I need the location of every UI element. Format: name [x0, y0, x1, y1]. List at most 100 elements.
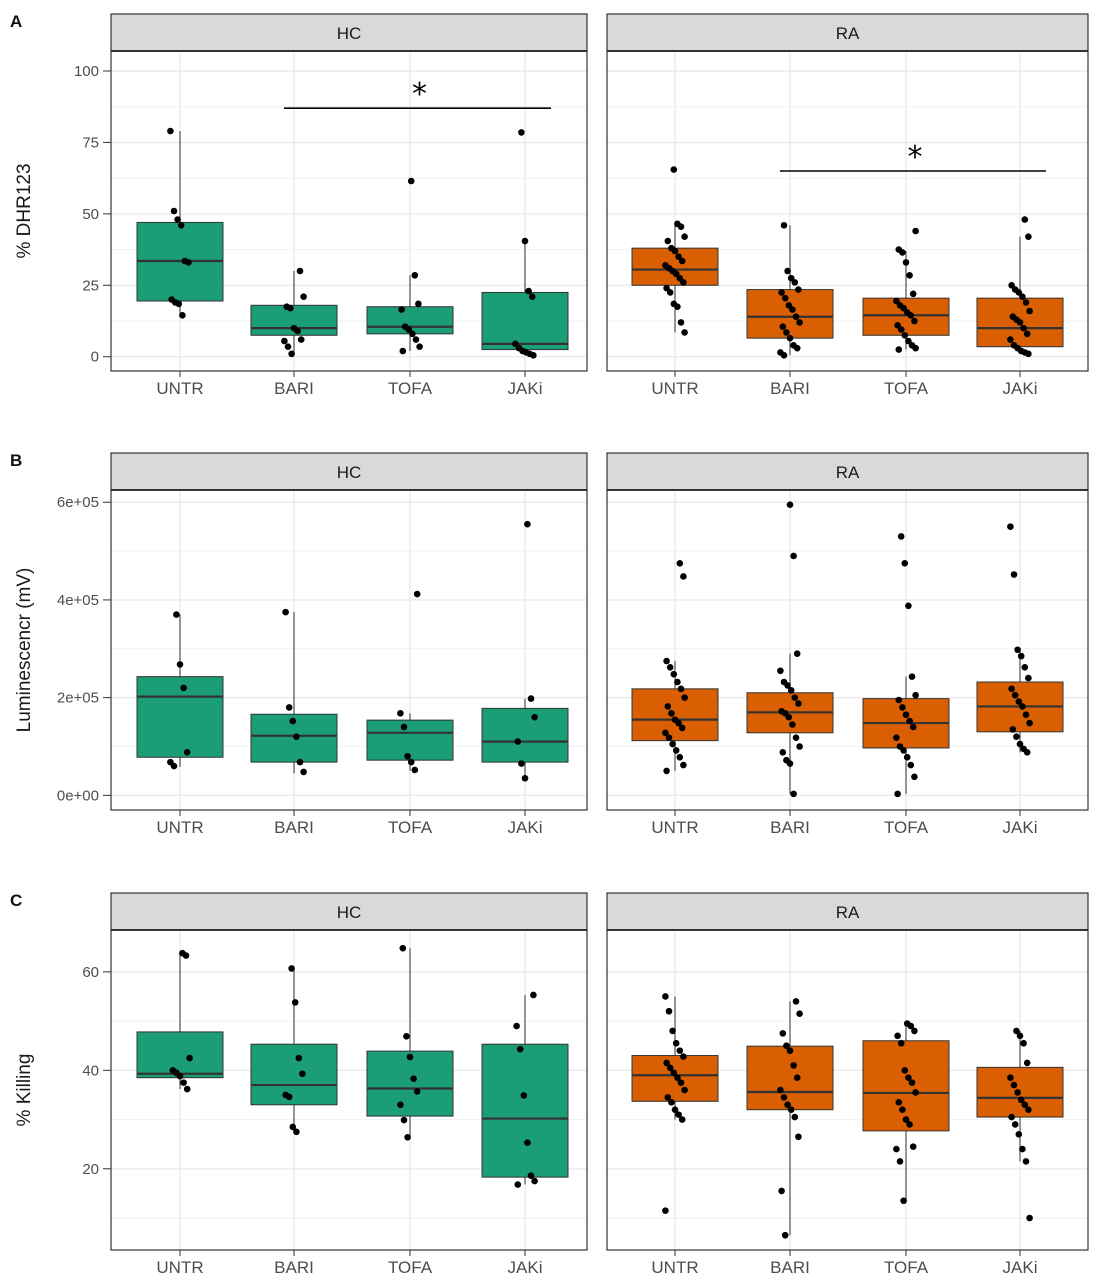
data-point [792, 998, 800, 1005]
data-point [1023, 330, 1031, 338]
data-point [413, 1088, 421, 1095]
data-point [524, 1139, 531, 1146]
x-tick-label: TOFA [388, 818, 433, 837]
data-point [787, 687, 795, 694]
data-point [175, 300, 183, 308]
data-point [793, 344, 801, 352]
data-point [790, 790, 797, 798]
data-point [1025, 1106, 1032, 1113]
data-point [180, 1079, 187, 1086]
data-point [524, 520, 531, 528]
x-tick-label: BARI [770, 379, 810, 398]
box-untr [631, 996, 719, 1120]
data-point [295, 1054, 303, 1062]
box-tofa [366, 713, 454, 771]
facet-hc: HC * UNTR BARI TOFA JAKi [110, 13, 588, 398]
data-point [896, 1158, 904, 1165]
data-point [527, 1172, 535, 1179]
data-point [294, 327, 301, 335]
data-point [1015, 1131, 1023, 1138]
box-iqr [366, 1050, 454, 1117]
y-axis-label: Luminescencr (mV) [14, 568, 35, 733]
data-point [1010, 1081, 1018, 1089]
data-point [407, 177, 415, 185]
data-point [906, 1121, 913, 1128]
data-point [284, 343, 292, 351]
y-tick-label: 100 [74, 63, 99, 80]
data-point [662, 1207, 669, 1214]
data-point [300, 293, 307, 301]
y-tick-label: 2e+05 [57, 690, 99, 707]
data-point [1007, 523, 1014, 530]
data-point [407, 758, 415, 766]
data-point [514, 1181, 522, 1188]
data-point [785, 713, 793, 721]
y-tick-label: 4e+05 [57, 592, 99, 609]
facet-ra: RA UNTR BARI TOFA JAKi [606, 452, 1089, 837]
x-tick-label: BARI [274, 818, 314, 837]
x-tick-label: TOFA [884, 379, 929, 398]
data-point [778, 289, 785, 296]
data-point [906, 717, 913, 725]
data-point [779, 323, 787, 331]
data-point [1026, 719, 1033, 727]
data-point [520, 1092, 528, 1099]
box-iqr [136, 1031, 224, 1079]
box-tofa [862, 1023, 950, 1201]
data-point [664, 703, 672, 710]
data-point [1009, 726, 1017, 733]
y-tick-label: 75 [82, 134, 99, 151]
data-point [675, 1111, 682, 1118]
data-point [678, 257, 686, 265]
data-point [185, 259, 192, 266]
data-point [784, 267, 791, 275]
data-point [186, 1054, 193, 1062]
box-iqr [631, 688, 719, 742]
data-point [790, 1062, 797, 1069]
significance-star: * [908, 140, 923, 175]
data-point [663, 767, 670, 775]
data-point [1025, 350, 1032, 358]
data-point [912, 227, 919, 235]
x-tick-label: JAKi [508, 1258, 543, 1277]
data-point [777, 1086, 784, 1094]
x-tick-label: JAKi [508, 379, 543, 398]
facet-strip [110, 892, 588, 931]
data-point [662, 993, 669, 1000]
data-point [786, 1047, 794, 1054]
data-point [514, 738, 522, 745]
data-point [1016, 740, 1024, 748]
data-point [680, 1053, 687, 1060]
x-tick-label: UNTR [651, 1258, 698, 1277]
data-point [170, 762, 178, 770]
data-point [901, 331, 909, 339]
data-point [792, 313, 800, 321]
data-point [677, 223, 685, 231]
data-point [781, 1231, 789, 1239]
data-point [908, 1079, 916, 1086]
data-point [796, 1010, 803, 1017]
data-point [780, 1094, 788, 1101]
data-point [677, 319, 685, 326]
data-point [784, 1101, 791, 1109]
facet-strip-label: RA [836, 463, 860, 482]
data-point [293, 733, 300, 741]
y-tick-label: 25 [82, 277, 99, 294]
data-point [676, 753, 684, 761]
data-point [897, 326, 905, 333]
data-point [672, 747, 680, 754]
data-point [681, 329, 688, 336]
y-axis-label: % DHR123 [14, 163, 35, 258]
data-point [793, 1074, 801, 1081]
data-point [900, 1197, 907, 1205]
facet-strip-label: RA [836, 903, 860, 922]
data-point [1016, 319, 1024, 326]
data-point [296, 758, 304, 766]
data-point [789, 721, 796, 728]
data-point [909, 723, 917, 731]
data-point [530, 351, 537, 359]
data-point [893, 1145, 900, 1153]
facet-ra: RA * UNTR BARI TOFA JAKi [606, 13, 1089, 398]
panel-c: C % Killing 20 40 60 HC UNTR BARI TOFA JAKi RA UNTR… [10, 891, 1089, 1277]
